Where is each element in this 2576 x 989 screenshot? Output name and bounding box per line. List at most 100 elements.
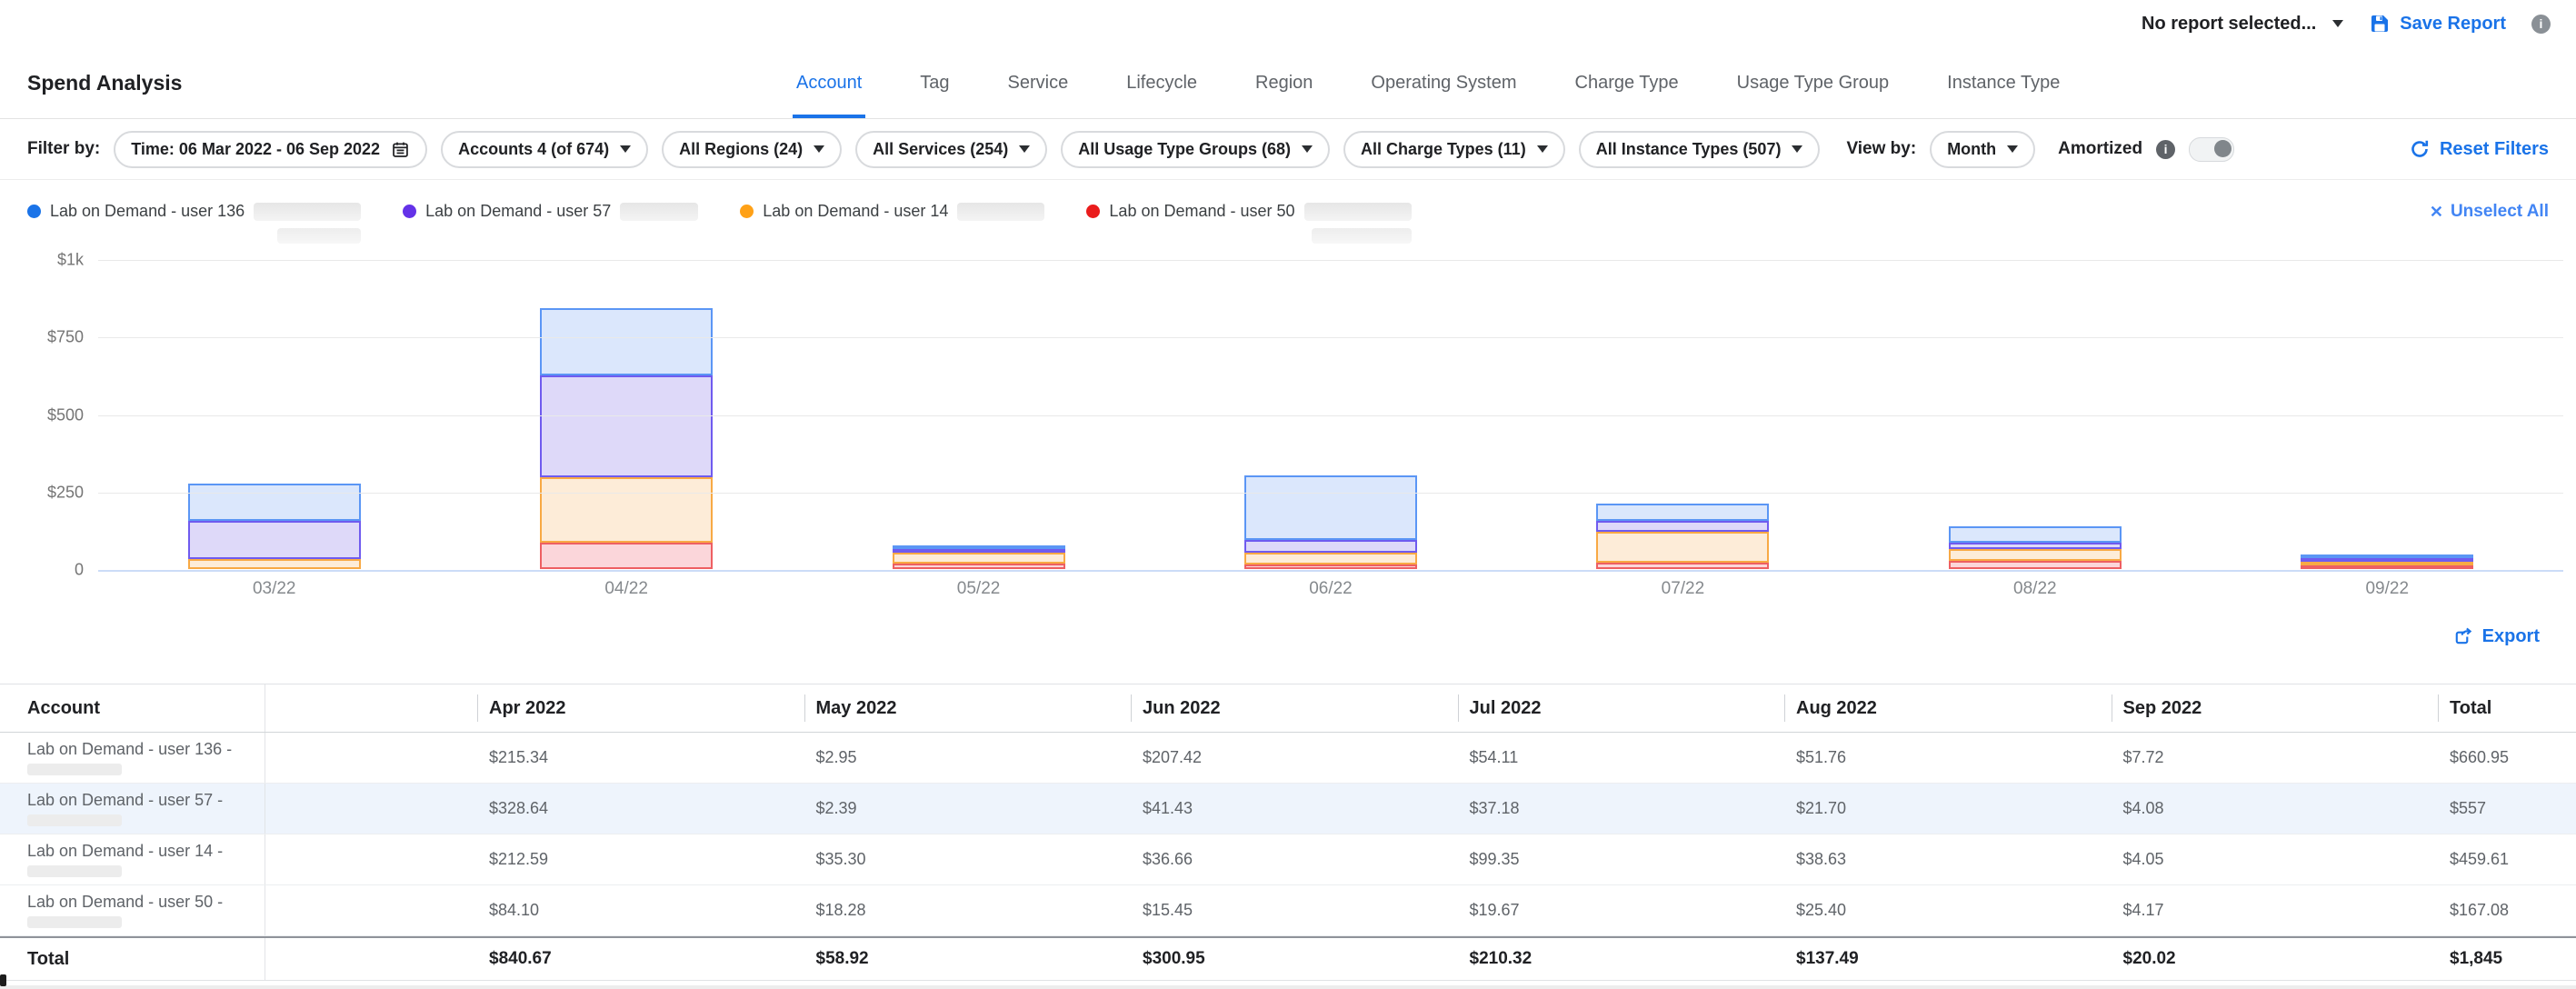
filter-pill-label: All Usage Type Groups (68) <box>1078 139 1291 158</box>
gridline <box>98 570 2563 572</box>
table-header-row: Account Apr 2022 May 2022 Jun 2022 Jul 2022 A… <box>0 684 2576 733</box>
value-cell: $660.95 <box>2450 748 2510 766</box>
tab-tag[interactable]: Tag <box>920 72 950 93</box>
legend-dot-icon <box>1086 205 1101 218</box>
total-value-cell: $137.49 <box>1796 949 1859 968</box>
column-header-sep-2022[interactable]: Sep 2022 <box>2112 684 2439 732</box>
total-label: Total <box>0 938 265 980</box>
chart-bar-segment[interactable] <box>540 476 714 544</box>
legend-item[interactable]: Lab on Demand - user 57 <box>403 202 699 221</box>
chart-bar-segment[interactable] <box>892 563 1065 569</box>
account-cell: Lab on Demand - user 50 - <box>0 885 265 935</box>
screen-artifact <box>0 974 6 986</box>
filter-pill-all-services-254-[interactable]: All Services (254) <box>855 130 1048 168</box>
column-header-aug-2022[interactable]: Aug 2022 <box>1784 684 2112 732</box>
table-row[interactable]: Lab on Demand - user 57 - $328.64 $2.39 $41… <box>0 784 2576 834</box>
legend-item[interactable]: Lab on Demand - user 50 <box>1086 202 1412 244</box>
filter-pill-all-usage-type-groups-68-[interactable]: All Usage Type Groups (68) <box>1061 130 1330 168</box>
tab-lifecycle[interactable]: Lifecycle <box>1126 72 1198 93</box>
chart-bar-segment[interactable] <box>2301 565 2474 569</box>
export-button[interactable]: Export <box>2452 626 2540 647</box>
gridline <box>98 337 2563 339</box>
chevron-down-icon <box>1301 145 1313 153</box>
save-report-button[interactable]: Save Report <box>2369 13 2506 35</box>
filter-pill-all-charge-types-11-[interactable]: All Charge Types (11) <box>1343 130 1565 168</box>
gridline <box>98 260 2563 261</box>
chart-bar-segment[interactable] <box>187 483 361 522</box>
y-axis-tick: $1k <box>56 250 84 269</box>
view-by-dropdown[interactable]: Month <box>1930 130 2036 168</box>
chart-bar-segment[interactable] <box>1243 540 1417 554</box>
tab-account[interactable]: Account <box>793 47 866 118</box>
chart-bar-segment[interactable] <box>1243 553 1417 564</box>
chart-bar-segment[interactable] <box>187 521 361 559</box>
filter-bar: Filter by: Time: 06 Mar 2022 - 06 Sep 20… <box>0 119 2576 180</box>
redacted-text <box>620 202 699 221</box>
report-selector-dropdown[interactable]: No report selected... <box>2142 14 2344 35</box>
filter-pill-all-instance-types-507-[interactable]: All Instance Types (507) <box>1578 130 1821 168</box>
stacked-bar-07-22 <box>1596 504 1770 569</box>
chart-bar-segment[interactable] <box>2301 562 2474 565</box>
tab-charge-type[interactable]: Charge Type <box>1574 72 1679 93</box>
chart-bar-segment[interactable] <box>1948 526 2122 543</box>
chart-bar-segment[interactable] <box>1948 542 2122 550</box>
chevron-down-icon <box>2007 145 2019 153</box>
filter-pill-accounts-4-of-674-[interactable]: Accounts 4 (of 674) <box>441 130 649 168</box>
chart-bar-segment[interactable] <box>540 308 714 375</box>
table-total-row: Total $840.67 $58.92 $300.95 $210.32 $137.49 $… <box>0 936 2576 981</box>
filter-pill-label: All Regions (24) <box>679 139 804 158</box>
chart-bar-segment[interactable] <box>892 548 1065 553</box>
value-cell: $15.45 <box>1143 901 1193 919</box>
legend-dot-icon <box>27 205 41 218</box>
value-cell: $7.72 <box>2122 748 2164 766</box>
tab-region[interactable]: Region <box>1255 72 1313 93</box>
stacked-bar-03-22 <box>187 483 361 569</box>
column-header-may-2022[interactable]: May 2022 <box>804 684 1132 732</box>
amortized-info-icon[interactable]: i <box>2156 139 2176 159</box>
chart-bar-segment[interactable] <box>1596 532 1770 564</box>
chart-bar-segment[interactable] <box>187 558 361 569</box>
column-header-account[interactable]: Account <box>0 684 265 732</box>
redacted-text <box>277 228 362 244</box>
header-row: Spend Analysis Account Tag Service Lifecycl… <box>0 47 2576 119</box>
time-filter[interactable]: Time: 06 Mar 2022 - 06 Sep 2022 <box>114 130 428 168</box>
account-cell: Lab on Demand - user 57 - <box>0 784 265 834</box>
chart-bar-segment[interactable] <box>2301 558 2474 562</box>
chart-bar-segment[interactable] <box>540 543 714 569</box>
chart-bar-segment[interactable] <box>2301 554 2474 558</box>
chart-bar-segment[interactable] <box>540 375 714 477</box>
tab-service[interactable]: Service <box>1007 72 1069 93</box>
chart-bar-segment[interactable] <box>892 552 1065 564</box>
reset-filters-button[interactable]: Reset Filters <box>2409 138 2549 160</box>
chart-bar-segment[interactable] <box>1243 564 1417 569</box>
value-cell: $41.43 <box>1143 799 1193 817</box>
toggle-knob <box>2214 139 2232 157</box>
legend-item[interactable]: Lab on Demand - user 14 <box>740 202 1045 221</box>
chart-bar-segment[interactable] <box>1596 504 1770 521</box>
legend-item-row: Lab on Demand - user 136 <box>27 202 362 221</box>
value-cell: $212.59 <box>489 850 549 868</box>
value-cell: $99.35 <box>1469 850 1520 868</box>
column-header-apr-2022[interactable]: Apr 2022 <box>477 684 804 732</box>
chart-bar-segment[interactable] <box>1596 563 1770 569</box>
tab-instance-type[interactable]: Instance Type <box>1947 72 2061 93</box>
chart-bar-segment[interactable] <box>1596 520 1770 533</box>
column-header-jun-2022[interactable]: Jun 2022 <box>1131 684 1458 732</box>
chart-bar-segment[interactable] <box>1948 561 2122 569</box>
filter-pill-all-regions-24-[interactable]: All Regions (24) <box>662 130 843 168</box>
table-row[interactable]: Lab on Demand - user 14 - $212.59 $35.30 $3… <box>0 834 2576 885</box>
chart-bar-segment[interactable] <box>1948 549 2122 562</box>
unselect-all-button[interactable]: ✕ Unselect All <box>2430 202 2549 222</box>
info-icon[interactable]: i <box>2531 14 2551 34</box>
amortized-toggle[interactable] <box>2189 136 2235 162</box>
tab-operating-system[interactable]: Operating System <box>1371 72 1517 93</box>
column-header-jul-2022[interactable]: Jul 2022 <box>1458 684 1785 732</box>
column-header-total[interactable]: Total <box>2438 684 2576 732</box>
scrollbar-track[interactable] <box>0 985 2576 989</box>
table-row[interactable]: Lab on Demand - user 136 - $215.34 $2.95 $2… <box>0 733 2576 784</box>
table-row[interactable]: Lab on Demand - user 50 - $84.10 $18.28 $15… <box>0 885 2576 936</box>
chart-bar-segment[interactable] <box>892 544 1065 549</box>
tab-usage-type-group[interactable]: Usage Type Group <box>1736 72 1890 93</box>
chart-bar-segment[interactable] <box>1243 475 1417 541</box>
legend-item[interactable]: Lab on Demand - user 136 <box>27 202 362 244</box>
